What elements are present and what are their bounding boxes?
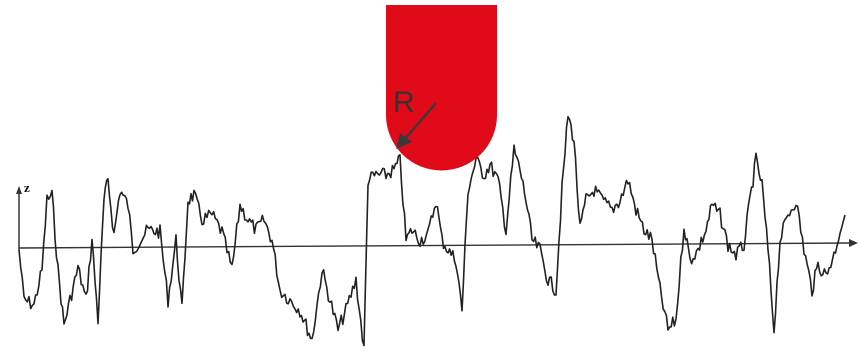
mean-line-arrowhead (849, 239, 858, 247)
radius-arrow-head (396, 133, 412, 149)
stylus-radius-label: R (393, 86, 415, 119)
mean-line (18, 242, 851, 249)
radius-arrow-shaft (403, 102, 437, 141)
surface-profile-trace (18, 116, 846, 347)
z-axis-label: z (24, 180, 30, 195)
z-axis-arrowhead (16, 186, 22, 194)
